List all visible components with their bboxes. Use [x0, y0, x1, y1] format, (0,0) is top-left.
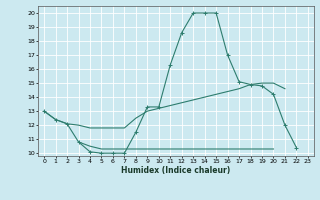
X-axis label: Humidex (Indice chaleur): Humidex (Indice chaleur) — [121, 166, 231, 175]
